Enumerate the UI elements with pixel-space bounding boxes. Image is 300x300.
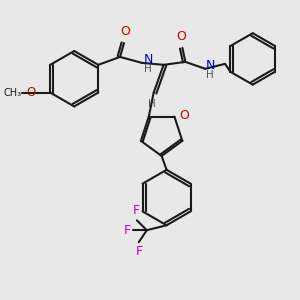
Text: O: O (120, 25, 130, 38)
Text: F: F (124, 224, 131, 237)
Text: H: H (148, 100, 156, 110)
Text: F: F (132, 204, 140, 217)
Text: N: N (144, 53, 153, 66)
Text: ─: ─ (25, 88, 30, 97)
Text: CH₃: CH₃ (3, 88, 22, 98)
Text: H: H (206, 70, 214, 80)
Text: H: H (144, 64, 152, 74)
Text: O: O (179, 109, 189, 122)
Text: F: F (135, 245, 142, 258)
Text: O: O (26, 86, 35, 99)
Text: O: O (176, 30, 186, 43)
Text: N: N (206, 59, 216, 72)
